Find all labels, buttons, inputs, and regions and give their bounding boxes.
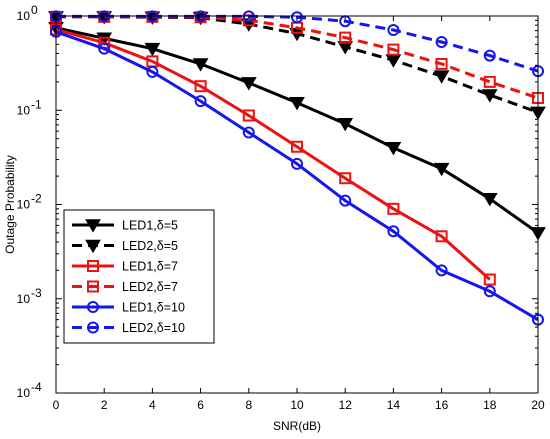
data-point xyxy=(291,157,303,170)
x-tick-label: 12 xyxy=(339,398,353,412)
legend-swatch-marker xyxy=(87,321,99,334)
x-tick-label: 0 xyxy=(53,398,60,412)
legend-label: LED2,δ=7 xyxy=(122,280,178,294)
data-point xyxy=(242,126,255,139)
x-axis-label: SNR(dB) xyxy=(273,419,321,433)
data-point xyxy=(240,77,257,91)
data-point xyxy=(146,65,159,78)
legend-label: LED2,δ=10 xyxy=(122,321,185,335)
data-point xyxy=(433,162,450,177)
legend-item: LED2,δ=10 xyxy=(72,321,185,335)
data-point xyxy=(483,285,496,298)
data-point xyxy=(387,225,400,238)
legend-label: LED2,δ=5 xyxy=(122,239,178,253)
legend-label: LED1,δ=10 xyxy=(122,301,185,315)
x-tick-label: 2 xyxy=(101,398,108,412)
legend-box xyxy=(63,209,215,344)
data-point xyxy=(483,75,496,88)
y-axis-label: Outage Probability xyxy=(3,155,17,254)
data-point xyxy=(483,273,496,286)
y-tick-label-exponent: -2 xyxy=(31,192,42,206)
y-tick-label: 10 xyxy=(17,103,31,117)
x-tick-label: 14 xyxy=(387,398,401,412)
data-point xyxy=(194,95,207,108)
x-tick-label: 18 xyxy=(483,398,497,412)
legend-swatch-marker xyxy=(87,301,99,313)
legend: LED1,δ=5 LED2,δ=5 LED1,δ=7 LED2,δ=7 LED1,δ=1… xyxy=(63,209,215,344)
data-point xyxy=(291,140,303,153)
data-point xyxy=(339,172,352,185)
legend-item: LED1,δ=7 xyxy=(72,260,178,274)
legend-item: LED2,δ=7 xyxy=(72,280,178,294)
y-tick-label-exponent: -4 xyxy=(31,380,42,394)
y-tick-label: 10 xyxy=(17,386,31,400)
x-tick-label: 4 xyxy=(149,398,156,412)
data-point xyxy=(339,194,352,207)
legend-swatch-marker xyxy=(87,280,99,293)
data-point xyxy=(242,109,255,122)
data-point xyxy=(194,80,207,93)
series-line xyxy=(55,30,539,321)
legend-label: LED1,δ=5 xyxy=(122,219,178,233)
data-point xyxy=(289,97,305,111)
data-point xyxy=(291,11,303,24)
series-5 xyxy=(50,25,544,326)
x-tick-label: 8 xyxy=(245,398,252,412)
data-point xyxy=(385,142,402,156)
legend-swatch-marker xyxy=(85,239,101,254)
x-tick-label: 16 xyxy=(435,398,449,412)
legend-item: LED1,δ=10 xyxy=(72,301,185,315)
x-tick-label: 6 xyxy=(197,398,204,412)
data-point xyxy=(435,264,448,277)
y-tick-label: 10 xyxy=(17,292,31,306)
x-tick-label: 20 xyxy=(531,398,545,412)
legend-item: LED2,δ=5 xyxy=(72,239,178,254)
data-point xyxy=(481,193,498,207)
data-point xyxy=(337,117,354,132)
data-point xyxy=(98,42,111,55)
data-point xyxy=(435,35,448,48)
legend-label: LED1,δ=7 xyxy=(122,260,178,274)
data-point xyxy=(435,57,448,70)
y-tick-label: 10 xyxy=(17,9,31,23)
data-point xyxy=(192,58,209,72)
data-point xyxy=(387,43,400,56)
data-point xyxy=(339,31,352,44)
data-point xyxy=(433,70,450,84)
data-point xyxy=(481,89,498,103)
data-point xyxy=(144,42,161,57)
legend-swatch-marker xyxy=(87,260,99,272)
data-point xyxy=(387,202,400,215)
data-point xyxy=(483,49,496,62)
series-line xyxy=(55,27,491,281)
data-point xyxy=(96,32,113,46)
x-tick-label: 10 xyxy=(290,398,304,412)
data-point xyxy=(387,24,400,37)
series-3 xyxy=(50,23,496,286)
legend-item: LED1,δ=5 xyxy=(72,219,178,233)
y-tick-label: 10 xyxy=(17,198,31,212)
data-point xyxy=(435,230,448,243)
legend-swatch-marker xyxy=(85,219,101,233)
plot-frame xyxy=(55,15,539,394)
y-tick-label-exponent: -1 xyxy=(31,97,42,111)
y-tick-label-exponent: 0 xyxy=(31,3,38,17)
data-series xyxy=(48,10,546,326)
y-tick-label-exponent: -3 xyxy=(31,286,42,300)
